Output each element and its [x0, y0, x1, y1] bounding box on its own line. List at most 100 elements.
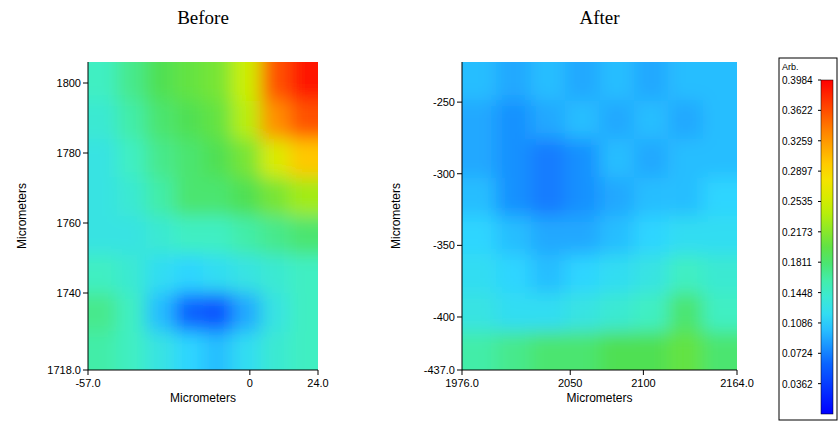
heat-cell [146, 293, 175, 332]
heat-cell [600, 332, 635, 371]
heat-cell [203, 101, 232, 140]
heat-cell [531, 101, 566, 140]
heat-cell [531, 255, 566, 294]
colorbar-tick [818, 80, 821, 81]
heat-cell [565, 216, 600, 255]
heat-cell [117, 332, 146, 371]
colorbar-tick [818, 262, 821, 263]
heat-cell [88, 62, 117, 101]
heat-cell [531, 332, 566, 371]
heat-cell [203, 255, 232, 294]
heat-cell [203, 332, 232, 371]
heat-cell [174, 216, 203, 255]
heat-cell [174, 139, 203, 178]
x-axis-title: Micrometers [170, 391, 236, 405]
colorbar-tick-label: 0.3259 [782, 136, 813, 147]
heat-cell [462, 255, 497, 294]
y-tick [457, 102, 462, 103]
heat-cell [261, 216, 290, 255]
panel-title: Before [177, 7, 229, 28]
heat-cell [600, 139, 635, 178]
x-tick-label: 2100 [631, 377, 655, 389]
heat-cell [668, 178, 703, 217]
heat-cell [634, 62, 669, 101]
colorbar-tick-label: 0.1811 [782, 257, 812, 268]
heat-cell [703, 332, 737, 371]
heat-cell [88, 139, 117, 178]
heat-cell [565, 139, 600, 178]
heat-cell [261, 178, 290, 217]
heat-cell [600, 255, 635, 294]
heat-cell [703, 255, 737, 294]
y-tick [457, 370, 462, 371]
x-axis-line [88, 370, 318, 371]
colorbar-tick [818, 201, 821, 202]
heat-cell [703, 101, 737, 140]
heat-cell [289, 178, 318, 217]
y-tick-label: -437.0 [424, 364, 455, 376]
heat-cell [88, 178, 117, 217]
x-tick-label: 2164.0 [720, 377, 754, 389]
heat-cell [232, 216, 261, 255]
heat-cell [261, 332, 290, 371]
heat-cell [117, 216, 146, 255]
colorbar-tick [818, 231, 821, 232]
heat-cell [462, 139, 497, 178]
chart-canvas: Before-57.0024.01718.01740176017801800Mi… [0, 0, 840, 423]
heat-cell [531, 178, 566, 217]
colorbar-box [779, 58, 837, 420]
heat-cell [462, 62, 497, 101]
heat-cell [496, 255, 531, 294]
y-tick [83, 370, 88, 371]
heat-cell [496, 216, 531, 255]
heat-cell [668, 255, 703, 294]
x-tick [318, 370, 319, 375]
heat-cell [565, 62, 600, 101]
heat-cell [496, 332, 531, 371]
colorbar-tick [818, 292, 821, 293]
heat-cell [289, 62, 318, 101]
colorbar-tick-label: 0.0724 [782, 348, 813, 359]
x-tick-label: 0 [247, 377, 253, 389]
colorbar: Arb.0.39840.36220.32590.28970.25350.2173… [779, 58, 837, 420]
heat-cell [600, 101, 635, 140]
heat-cell [289, 293, 318, 332]
heat-cell [703, 293, 737, 332]
y-tick-label: 1740 [57, 287, 81, 299]
y-tick [83, 293, 88, 294]
heat-cell [174, 293, 203, 332]
colorbar-tick [818, 110, 821, 111]
heat-cell [261, 139, 290, 178]
y-tick [83, 153, 88, 154]
heat-cell [88, 293, 117, 332]
heat-cell [496, 139, 531, 178]
heat-cell [232, 178, 261, 217]
heat-cell [600, 216, 635, 255]
x-tick [249, 370, 250, 375]
colorbar-tick-label: 0.2535 [782, 196, 813, 207]
x-tick-label: 24.0 [307, 377, 328, 389]
heat-cell [565, 293, 600, 332]
heat-cell [146, 139, 175, 178]
heat-cell [232, 332, 261, 371]
heat-cell [203, 178, 232, 217]
heat-cell [203, 62, 232, 101]
cells [88, 62, 318, 370]
heat-cell [88, 255, 117, 294]
heat-cell [634, 293, 669, 332]
x-tick [462, 370, 463, 375]
heat-cell [600, 178, 635, 217]
heat-cell [531, 293, 566, 332]
heat-cell [634, 216, 669, 255]
colorbar-tick-label: 0.0362 [782, 379, 813, 390]
heat-cell [117, 293, 146, 332]
y-axis-line [462, 62, 463, 370]
plot-area [88, 62, 318, 370]
y-tick [83, 83, 88, 84]
heat-cell [261, 101, 290, 140]
colorbar-tick [818, 140, 821, 141]
heat-cell [462, 178, 497, 217]
x-tick-label: -57.0 [75, 377, 100, 389]
y-tick [457, 173, 462, 174]
x-axis-title: Micrometers [566, 391, 632, 405]
